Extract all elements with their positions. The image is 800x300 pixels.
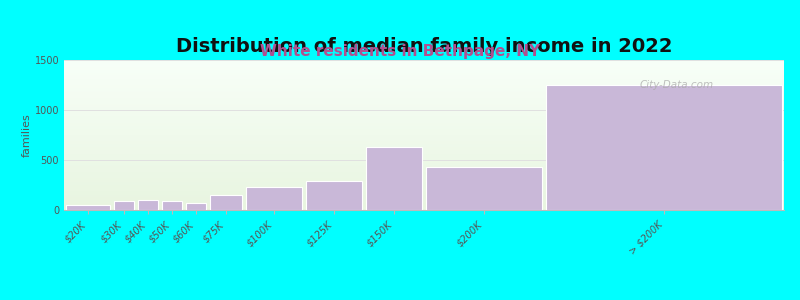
Bar [366,147,422,210]
Bar [114,201,134,210]
Bar [426,167,542,210]
Bar [246,187,302,210]
Bar [138,200,158,210]
Title: Distribution of median family income in 2022: Distribution of median family income in … [176,37,672,56]
Bar [186,202,206,210]
Bar [210,195,242,210]
Bar [66,205,110,210]
Bar [306,181,362,210]
Bar [546,85,782,210]
Text: City-Data.com: City-Data.com [640,80,714,89]
Text: White residents in Bethpage, NY: White residents in Bethpage, NY [260,44,540,59]
Y-axis label: families: families [22,113,32,157]
Bar [162,201,182,210]
